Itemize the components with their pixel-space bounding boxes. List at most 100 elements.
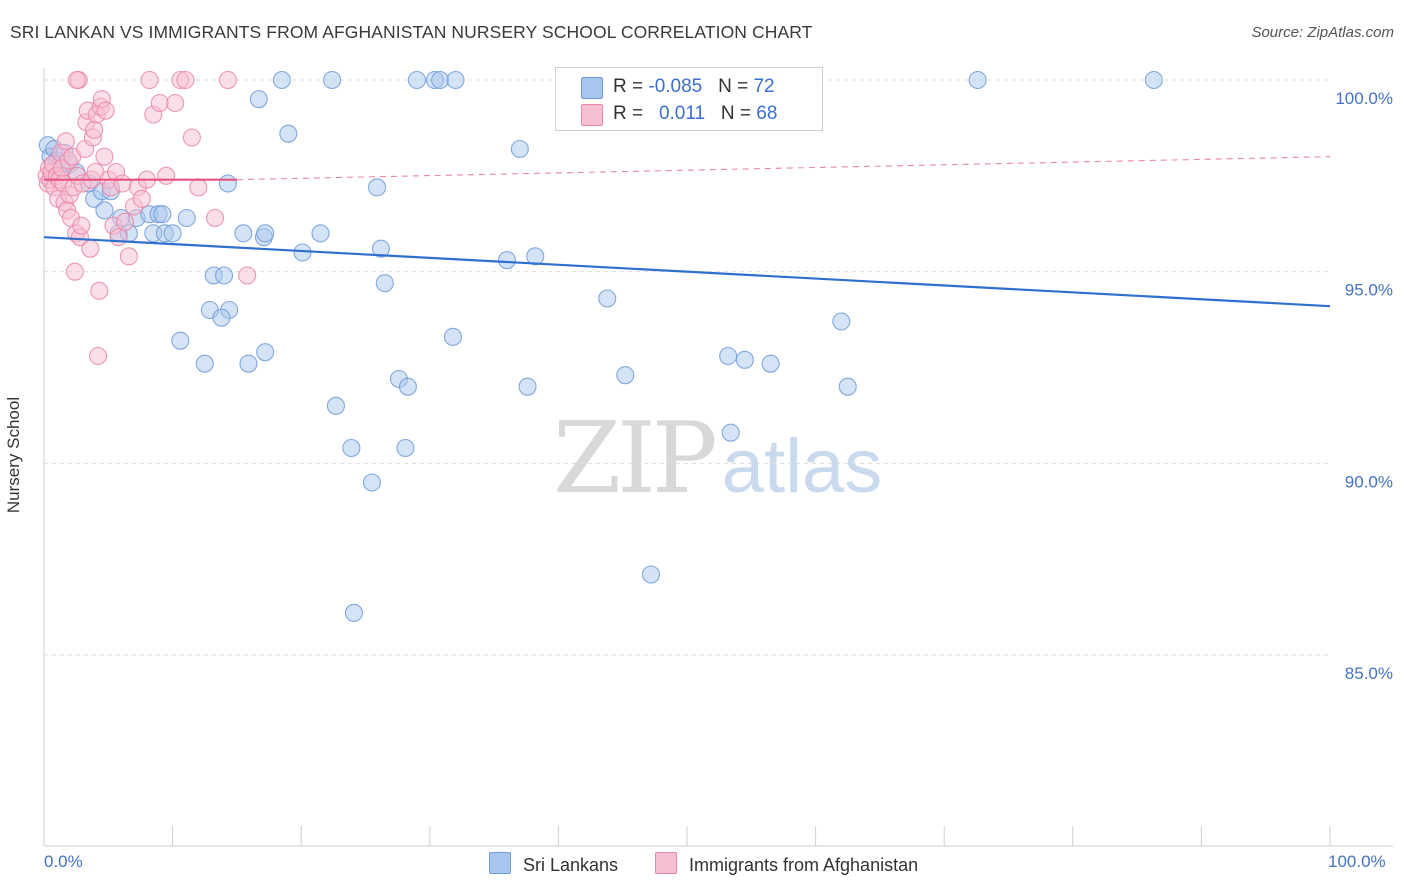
r-value: -0.085 [648, 76, 703, 97]
n-value: 68 [756, 103, 778, 124]
legend-swatch-pink [655, 852, 677, 874]
afghanistan-point [182, 128, 201, 147]
legend-swatch-pink [581, 104, 603, 126]
y-tick-label: 85.0% [1345, 664, 1393, 683]
y-tick-label: 90.0% [1345, 472, 1393, 491]
afghanistan-point [238, 266, 257, 285]
sri-lankan-point [218, 174, 237, 193]
stats-text: R = 0.011 N = 68 [613, 103, 777, 125]
chart-title: SRI LANKAN VS IMMIGRANTS FROM AFGHANISTA… [10, 22, 813, 42]
afghanistan-point [95, 147, 114, 166]
sri-lankan-point [832, 312, 851, 331]
sri-lankan-point [510, 139, 529, 159]
afghanistan-point [140, 70, 159, 90]
r-label: R = [613, 76, 649, 97]
sri-lankan-point [407, 70, 426, 90]
sri-lankan-point [249, 90, 268, 109]
sri-lankan-point [398, 377, 417, 396]
sri-lankan-point [344, 603, 363, 622]
legend-label: Sri Lankans [523, 855, 619, 875]
watermark-zip: ZIP [553, 402, 718, 516]
legend-swatch-blue [489, 852, 511, 874]
sri-lankan-point [443, 327, 462, 346]
stats-legend-row-afghanistan: R = 0.011 N = 68 [556, 101, 822, 127]
afghanistan-trend-line-dashed [236, 156, 1331, 181]
r-label: R = [613, 103, 649, 124]
sri-lankan-point [721, 423, 740, 442]
afghanistan-point [67, 70, 86, 90]
series-legend: Sri Lankans Immigrants from Afghanistan [0, 852, 1406, 878]
x-tick-label-min: 0.0% [44, 852, 83, 871]
y-tick-label: 100.0% [1335, 89, 1393, 108]
sri-lankan-point [163, 224, 182, 243]
sri-lankan-point [641, 565, 661, 584]
sri-lankan-point [256, 224, 275, 243]
sri-lankan-point [95, 201, 114, 220]
afghanistan-point [205, 208, 225, 228]
afghanistan-point [132, 189, 151, 208]
x-tick-label-max: 100.0% [1328, 852, 1386, 871]
legend-item-sri-lankans[interactable]: Sri Lankans [489, 852, 618, 876]
sri-lankan-point [177, 208, 196, 228]
sri-lankan-point [371, 239, 390, 258]
afghanistan-point [109, 228, 128, 247]
sri-lankan-point [272, 70, 291, 90]
sri-lankan-point [214, 266, 234, 285]
sri-lankan-point [153, 205, 172, 224]
afghanistan-point [150, 93, 169, 113]
sri-lankan-point [342, 438, 361, 458]
legend-item-afghanistan[interactable]: Immigrants from Afghanistan [655, 852, 918, 876]
sri-lankan-point [616, 366, 635, 385]
sri-lankan-point [719, 346, 738, 366]
afghanistan-point [176, 70, 195, 90]
sri-lankan-point [375, 274, 394, 293]
afghanistan-point [88, 346, 108, 366]
afghanistan-point [218, 70, 237, 90]
afghanistan-point [90, 281, 109, 300]
sri-lankan-point [234, 224, 253, 243]
sri-lankan-point [362, 473, 381, 492]
n-label: N = [718, 76, 754, 97]
sri-lankan-point [526, 247, 545, 266]
sri-lankan-point [256, 343, 275, 362]
afghanistan-point [157, 166, 176, 185]
afghanistan-point [85, 120, 104, 139]
sri-lankan-point [212, 308, 231, 327]
afghanistan-point [65, 262, 84, 281]
sri-lankan-point [171, 331, 190, 350]
sri-lankan-point [598, 289, 617, 308]
stats-legend: R = -0.085 N = 72 R = 0.011 N = 68 [555, 67, 823, 131]
stats-legend-row-sri-lankans: R = -0.085 N = 72 [556, 74, 822, 100]
sri-lankan-point [239, 354, 258, 373]
afghanistan-point [115, 212, 135, 231]
sri-lankan-point [326, 396, 345, 415]
afghanistan-point [166, 93, 185, 113]
watermark: ZIP atlas [553, 402, 882, 516]
sri-lankan-point [195, 354, 214, 373]
y-axis-title: Nursery School [4, 396, 23, 514]
sri-lankan-point [431, 70, 450, 90]
afghanistan-point [119, 247, 138, 266]
afghanistan-point [81, 239, 100, 258]
sri-lankan-point [323, 70, 342, 90]
n-value: 72 [753, 76, 775, 97]
sri-lankan-point [761, 354, 780, 373]
legend-swatch-blue [581, 77, 603, 99]
stats-text: R = -0.085 N = 72 [613, 76, 775, 98]
sri-lankan-point [446, 70, 465, 90]
afghanistan-point [113, 174, 132, 193]
afghanistan-point [56, 132, 75, 151]
source-label: Source: ZipAtlas.com [1251, 24, 1394, 41]
r-value: 0.011 [658, 103, 706, 124]
legend-label: Immigrants from Afghanistan [689, 855, 919, 875]
sri-lankan-point [968, 70, 987, 90]
sri-lankan-point [396, 438, 415, 458]
sri-lankan-point [735, 350, 754, 369]
sri-lankan-point [1144, 70, 1163, 90]
sri-lankan-point [518, 377, 537, 396]
y-tick-label: 95.0% [1345, 281, 1393, 300]
afghanistan-point [96, 101, 115, 120]
sri-lankan-point [497, 251, 517, 270]
sri-lankan-point [293, 243, 312, 262]
